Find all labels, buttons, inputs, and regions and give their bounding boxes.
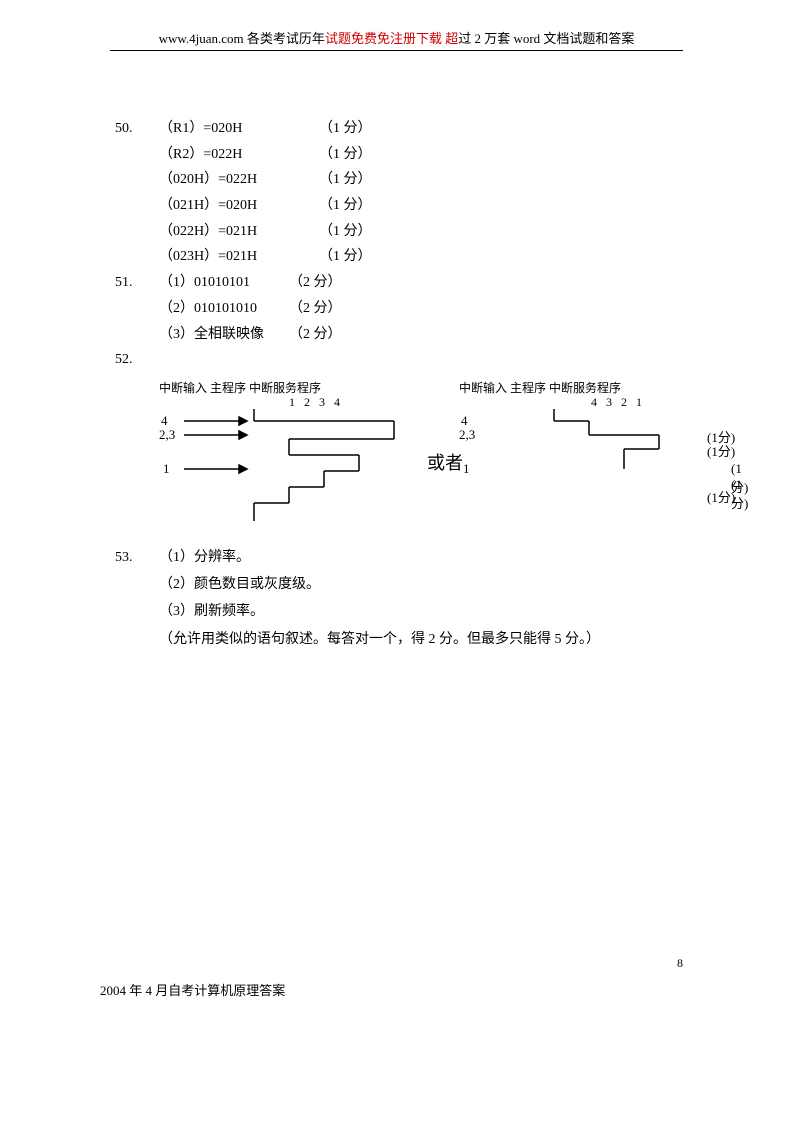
diag-right-input-1: 2,3 — [459, 427, 475, 443]
q50-row-4: （022H）=021H （1 分） — [115, 221, 678, 243]
diagram-right: 中断输入 主程序 中断服务程序 4 3 2 1 — [459, 379, 749, 396]
q51-row-2: （3）全相联映像 （2 分） — [115, 324, 678, 346]
diag-left-svg — [159, 393, 419, 533]
diag-right-score-4: (1分) — [707, 487, 735, 506]
or-label: 或者 — [427, 449, 463, 475]
q50-row-2: （020H）=022H （1 分） — [115, 169, 678, 191]
q51-row-1: （2）010101010 （2 分） — [115, 298, 678, 320]
footer: 2004 年 4 月自考计算机原理答案 — [100, 980, 285, 999]
q50-a-5: （023H）=021H — [159, 246, 319, 268]
q52-diagram-holder: 中断输入 主程序 中断服务程序 1 2 3 4 — [159, 379, 678, 539]
q50-s-0: （1 分） — [319, 118, 429, 140]
q50-a-3: （021H）=020H — [159, 195, 319, 217]
page-header: www.4juan.com 各类考试历年试题免费免注册下载 超过 2 万套 wo… — [110, 28, 683, 51]
q51-row-0: 51. （1）01010101 （2 分） — [115, 272, 678, 294]
header-site: www.4juan.com — [159, 31, 244, 46]
q52-num: 52. — [115, 349, 159, 371]
q50-a-2: （020H）=022H — [159, 169, 319, 191]
content: 50. （R1）=020H （1 分） （R2）=022H （1 分） （020… — [115, 118, 678, 656]
header-prefix: 各类考试历年 — [244, 31, 325, 46]
q53-line-3: （允许用类似的语句叙述。每答对一个，得 2 分。但最多只能得 5 分。） — [159, 628, 678, 652]
q53-num: 53. — [115, 547, 159, 569]
q50-row-3: （021H）=020H （1 分） — [115, 195, 678, 217]
q50-a-0: （R1）=020H — [159, 118, 319, 140]
q50-s-1: （1 分） — [319, 144, 429, 166]
q52-row: 52. — [115, 349, 678, 371]
q50-row-0: 50. （R1）=020H （1 分） — [115, 118, 678, 140]
q50-s-2: （1 分） — [319, 169, 429, 191]
q50-s-4: （1 分） — [319, 221, 429, 243]
diag-right-input-2: 1 — [463, 461, 470, 477]
q53-row-0: 53. （1）分辨率。 — [115, 547, 678, 569]
diag-right-score-1: (1分) — [707, 441, 735, 460]
q51-s-0: （2 分） — [289, 272, 369, 294]
diag-left-input-2: 1 — [163, 461, 170, 477]
q51-s-2: （2 分） — [289, 324, 369, 346]
diagram-left: 中断输入 主程序 中断服务程序 1 2 3 4 — [159, 379, 419, 396]
q51-a-1: （2）010101010 — [159, 298, 289, 320]
header-red: 试题免费免注册下载 超 — [325, 31, 458, 46]
q53-line-0: （1）分辨率。 — [159, 547, 250, 569]
page-number: 8 — [677, 956, 683, 971]
q51-a-0: （1）01010101 — [159, 272, 289, 294]
q50-s-3: （1 分） — [319, 195, 429, 217]
q51-a-2: （3）全相联映像 — [159, 324, 289, 346]
diag-left-input-1: 2,3 — [159, 427, 175, 443]
q50-s-5: （1 分） — [319, 246, 429, 268]
header-suffix: 过 2 万套 word 文档试题和答案 — [458, 31, 634, 46]
q50-row-5: （023H）=021H （1 分） — [115, 246, 678, 268]
q51-s-1: （2 分） — [289, 298, 369, 320]
q50-a-1: （R2）=022H — [159, 144, 319, 166]
q51-num: 51. — [115, 272, 159, 294]
q53-line-1: （2）颜色数目或灰度级。 — [159, 573, 678, 597]
diagram-wrap: 中断输入 主程序 中断服务程序 1 2 3 4 — [159, 379, 678, 539]
diag-right-svg — [459, 393, 759, 533]
q53-line-2: （3）刷新频率。 — [159, 600, 678, 624]
q50-a-4: （022H）=021H — [159, 221, 319, 243]
q50-num: 50. — [115, 118, 159, 140]
q50-row-1: （R2）=022H （1 分） — [115, 144, 678, 166]
